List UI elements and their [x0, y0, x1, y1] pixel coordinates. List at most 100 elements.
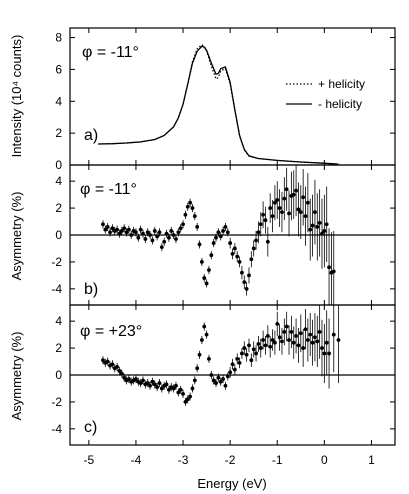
panel-c-data-point: [199, 338, 204, 342]
panel-b-data-point: [256, 230, 261, 235]
panel-b-data-point: [204, 281, 209, 286]
panel-b-data-point: [105, 225, 110, 229]
panel-b-data-point: [218, 234, 223, 239]
panel-a-ticks: 0 2 4 6 8: [55, 28, 395, 172]
panel-c-data-point: [272, 340, 277, 345]
panel-c-data-point: [249, 358, 254, 363]
panel-b-data-point: [159, 245, 164, 250]
panel-c-data-point: [244, 352, 249, 357]
panel-b-data-point: [223, 225, 228, 229]
panel-c-data-point: [247, 343, 251, 348]
panel-b-data-point: [190, 206, 195, 210]
panel-b-data-point: [129, 233, 134, 237]
panel-b-data-point: [141, 231, 145, 236]
panel-b-data-point: [143, 237, 148, 241]
panel-c-data-point: [251, 347, 256, 352]
panel-b-ytick-label: 4: [55, 174, 62, 188]
panel-c-data-point: [280, 339, 284, 344]
panel-b-data-point: [261, 212, 266, 217]
panel-b-data-point: [148, 233, 152, 237]
panel-c-ylabel: Asymmetry (%): [9, 332, 24, 421]
x-tick-label: -5: [84, 453, 95, 467]
panel-c-data-point: [261, 338, 266, 342]
panel-c-data-point: [209, 373, 214, 377]
panel-b-data-point: [242, 280, 247, 285]
panel-c-data-point: [254, 351, 258, 356]
panel-b-ylabel: Asymmetry (%): [9, 192, 24, 281]
panel-c-data-point: [159, 386, 164, 391]
panel-b-data-point: [152, 229, 157, 233]
panel-c-data-point: [301, 346, 306, 350]
panel-c-data-point: [277, 335, 282, 340]
panel-b-data-point: [122, 226, 127, 231]
panel-b-data-point: [235, 254, 240, 259]
panel-b-data-point: [284, 187, 289, 192]
panel-b-ytick-label: -4: [51, 282, 62, 296]
panel-b: -4 -2 0 2 4 Asymmetry (%) φ = -11° b): [9, 164, 396, 306]
panel-b-data-point: [181, 222, 185, 227]
panel-c-data-point: [223, 383, 228, 388]
panel-c-data-point: [308, 332, 313, 337]
x-tick-label: -4: [131, 453, 142, 467]
panel-c-data-point: [228, 370, 233, 375]
panel-b-data-point: [282, 196, 287, 201]
panel-b-data-point: [265, 239, 270, 244]
x-tick-label: -1: [272, 453, 283, 467]
panel-b-data-point: [313, 210, 317, 215]
panel-c-data-point: [284, 324, 289, 329]
panel-b-plot: [70, 165, 395, 305]
panel-b-data-point: [101, 222, 105, 227]
panel-c-data-point: [185, 397, 190, 402]
panel-c-ytick-label: -2: [51, 395, 62, 409]
panel-b-data-point: [322, 229, 327, 233]
panel-c-data-point: [197, 352, 202, 357]
panel-b-data-point: [221, 229, 225, 233]
panel-b-data-point: [216, 230, 221, 235]
panel-c-ticks: -4 -2 0 2 4: [51, 305, 395, 445]
panel-c-ytick-label: 4: [55, 314, 62, 328]
panel-b-data-point: [136, 235, 141, 240]
panel-b-data-point: [268, 206, 273, 210]
panel-b-data-point: [209, 253, 214, 258]
panel-b-data-point: [126, 227, 131, 232]
panel-b-data-point: [296, 207, 301, 212]
panel-b-ytick-label: -2: [51, 255, 62, 269]
panel-c-data-point: [155, 385, 160, 390]
panel-c-data-point: [258, 346, 263, 350]
panel-b-data-point: [214, 235, 218, 240]
panel-c-data-point: [138, 381, 143, 385]
panel-c-data-point: [207, 356, 211, 361]
panel-c-data-point: [327, 351, 331, 356]
panel-c-data-point: [265, 334, 270, 338]
panel-c-data-point: [126, 377, 131, 381]
legend: + helicity - helicity: [286, 77, 365, 111]
panel-c-data-point: [119, 371, 124, 376]
panel-b-data-point: [225, 230, 230, 235]
series-line-minus-helicity: [98, 45, 339, 165]
panel-b-data-point: [317, 220, 322, 225]
panel-c-data-point: [320, 346, 324, 350]
panel-b-data-point: [134, 230, 138, 235]
panel-b-data-point: [199, 260, 204, 264]
panel-b-data-point: [305, 200, 310, 205]
panel-c-data-point: [141, 378, 145, 383]
panel-b-phi-annotation: φ = -11°: [80, 181, 137, 198]
panel-b-data-point: [249, 257, 254, 262]
panel-c: -4 -2 0 2 4 Asymmetry (%) φ = +23° c) -5 -4 -3…: [9, 304, 396, 491]
panel-c-data-point: [171, 386, 176, 391]
panel-b-label: b): [84, 281, 98, 298]
panel-c-data-point: [211, 378, 216, 383]
panel-b-data-point: [145, 230, 150, 235]
panel-b-data-point: [303, 214, 308, 219]
panel-b-data-point: [169, 229, 174, 233]
x-tick-label: -2: [225, 453, 236, 467]
x-tick-label: -3: [178, 453, 189, 467]
panel-b-data-point: [164, 231, 169, 236]
panel-b-data-point: [247, 273, 251, 278]
panel-b-data-point: [171, 233, 176, 237]
panel-b-data-point: [155, 234, 160, 239]
panel-c-data-point: [315, 339, 320, 344]
panel-c-data-point: [122, 375, 127, 380]
panel-c-data-point: [256, 342, 261, 346]
